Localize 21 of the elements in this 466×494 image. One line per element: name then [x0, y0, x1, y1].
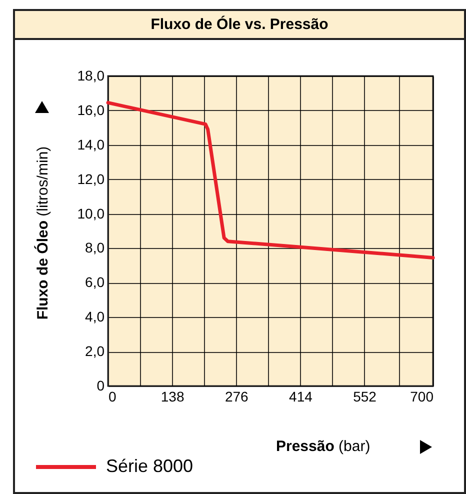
y-tick-label: 14,0	[77, 136, 105, 152]
x-tick-label: 700	[410, 388, 434, 404]
line-series	[106, 100, 435, 260]
y-tick-label: 8,0	[85, 240, 105, 256]
legend-label: Série 8000	[106, 456, 194, 477]
x-tick-label: 138	[160, 388, 184, 404]
y-tick-label: 2,0	[85, 343, 105, 360]
y-tick-label: 12,0	[77, 170, 105, 187]
x-tick-label: 276	[224, 388, 249, 404]
y-axis-title: Fluxo de Óleo (litros/min)	[34, 146, 52, 320]
chart-title: Fluxo de Óle vs. Pressão	[15, 11, 464, 40]
x-tick-label: 414	[289, 388, 313, 404]
x-tick-label: 0	[108, 388, 116, 404]
y-tick-label: 18,0	[77, 68, 105, 84]
x-axis-title: Pressão (bar)	[276, 438, 370, 455]
y-tick-label: 0	[96, 378, 105, 394]
y-tick-label: 4,0	[85, 308, 105, 325]
y-tick-label: 6,0	[85, 274, 105, 290]
x-tick-label: 552	[353, 388, 377, 404]
y-tick-label: 10,0	[77, 205, 105, 222]
y-tick-label: 16,0	[77, 102, 105, 118]
